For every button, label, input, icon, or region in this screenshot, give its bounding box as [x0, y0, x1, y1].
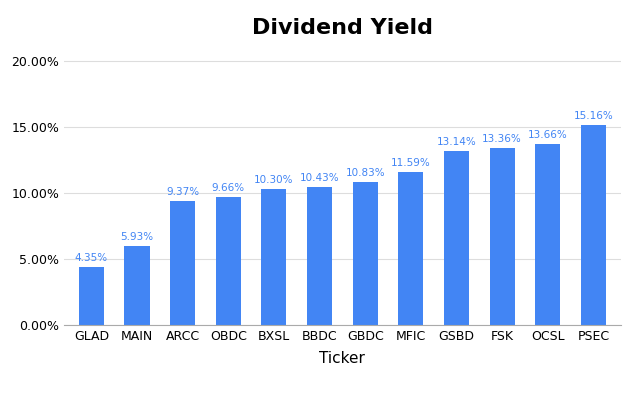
Text: 9.37%: 9.37%: [166, 187, 199, 197]
Bar: [490, 148, 515, 325]
Text: 13.14%: 13.14%: [436, 137, 476, 147]
Bar: [261, 189, 287, 325]
Bar: [307, 187, 332, 325]
Bar: [216, 197, 241, 325]
Bar: [444, 151, 469, 325]
Bar: [79, 267, 104, 325]
Bar: [398, 172, 424, 325]
Bar: [353, 182, 378, 325]
Text: 5.93%: 5.93%: [120, 232, 154, 242]
Y-axis label: Dividend Yield: Dividend Yield: [0, 131, 3, 241]
Text: 15.16%: 15.16%: [573, 110, 613, 121]
Text: 10.43%: 10.43%: [300, 173, 339, 183]
Text: 13.66%: 13.66%: [528, 130, 568, 141]
Text: 4.35%: 4.35%: [75, 253, 108, 263]
X-axis label: Ticker: Ticker: [319, 351, 365, 366]
Bar: [124, 246, 150, 325]
Bar: [170, 201, 195, 325]
Text: 9.66%: 9.66%: [212, 183, 245, 193]
Text: 10.83%: 10.83%: [346, 168, 385, 178]
Title: Dividend Yield: Dividend Yield: [252, 18, 433, 38]
Text: 13.36%: 13.36%: [483, 134, 522, 145]
Text: 10.30%: 10.30%: [254, 175, 294, 185]
Bar: [535, 145, 561, 325]
Bar: [581, 125, 606, 325]
Text: 11.59%: 11.59%: [391, 158, 431, 168]
